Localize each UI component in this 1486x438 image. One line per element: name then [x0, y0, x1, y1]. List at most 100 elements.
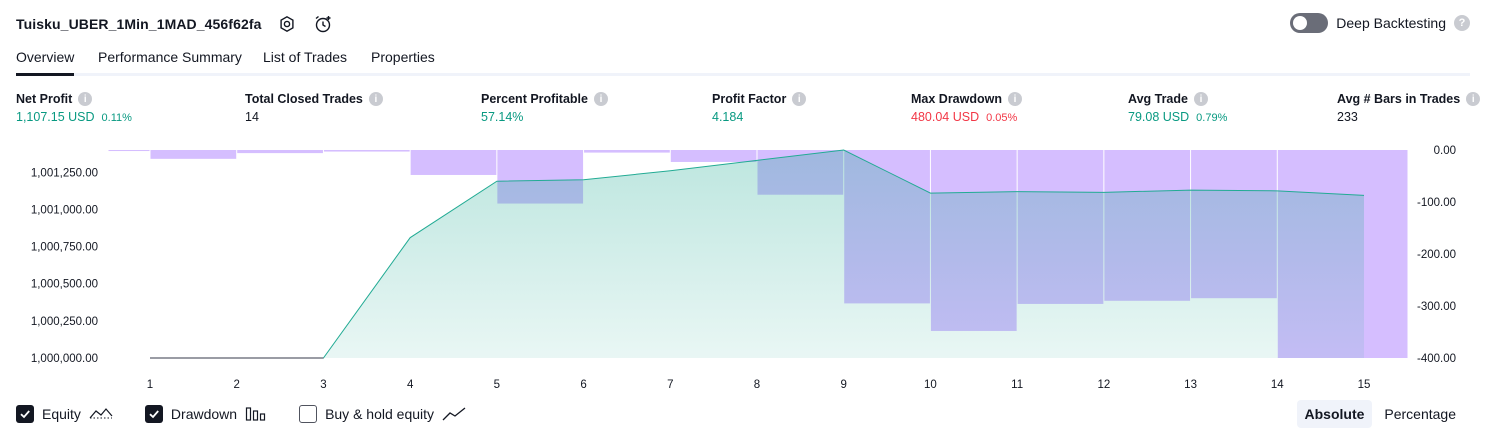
x-axis-tick-label: 13: [1184, 379, 1197, 391]
left-axis-tick-label: 1,000,500.00: [31, 279, 98, 291]
buy-hold-checkbox[interactable]: [299, 405, 318, 423]
x-axis-tick-label: 5: [494, 379, 500, 391]
equity-checkbox[interactable]: [16, 405, 34, 423]
x-axis-tick-label: 8: [754, 379, 760, 391]
equity-drawdown-chart[interactable]: 1,000,000.00 1,000,250.00 1,000,500.00 1,00…: [0, 140, 1486, 398]
stat-label: Profit Factor: [712, 92, 787, 106]
tab-overview[interactable]: Overview: [16, 49, 75, 76]
stat-value: 14: [245, 110, 259, 124]
equity-series: [150, 149, 1365, 359]
drawdown-bar: [670, 150, 757, 162]
stat-value: 79.08 USD: [1128, 110, 1190, 124]
equity-line-icon: [89, 408, 113, 419]
stat-value: 57.14%: [481, 110, 524, 124]
x-axis-tick-label: 12: [1097, 379, 1110, 391]
x-axis-tick-label: 2: [234, 379, 240, 391]
x-axis-tick-label: 6: [580, 379, 586, 391]
legend-buy-hold[interactable]: Buy & hold equity: [299, 405, 466, 423]
absolute-button[interactable]: Absolute: [1296, 400, 1373, 428]
stat-percent: 0.11%: [101, 112, 132, 124]
x-axis-tick-label: 10: [924, 379, 937, 391]
gear-icon[interactable]: [276, 13, 298, 35]
drawdown-bars-icon: [245, 407, 266, 421]
stat-value: 233: [1337, 110, 1358, 124]
drawdown-bar: [410, 150, 497, 175]
left-axis-tick-label: 1,000,750.00: [31, 242, 98, 254]
x-axis-tick-label: 1: [147, 379, 153, 391]
left-axis-tick-label: 1,000,000.00: [31, 353, 98, 365]
info-icon[interactable]: i: [1193, 92, 1208, 106]
info-icon[interactable]: i: [1008, 92, 1022, 106]
stat-net-profit: Net Profit i 1,107.15 USD 0.11%: [16, 92, 132, 124]
toggle-knob: [1293, 16, 1308, 30]
stat-label: Avg Trade: [1128, 92, 1188, 106]
drawdown-checkbox[interactable]: [144, 405, 163, 423]
info-icon[interactable]: i: [593, 92, 608, 106]
stat-label: Avg # Bars in Trades: [1337, 92, 1461, 106]
stat-percent: 0.79%: [1196, 112, 1228, 124]
strategy-name: Tuisku_UBER_1Min_1MAD_456f62fa: [16, 16, 262, 32]
deep-backtesting-label: Deep Backtesting: [1336, 15, 1446, 31]
equity-area: [150, 150, 1364, 358]
value-mode-toggle: Absolute Percentage: [1296, 400, 1465, 428]
stat-percent-profitable: Percent Profitable i 57.14%: [481, 92, 608, 124]
question-icon[interactable]: ?: [1454, 15, 1470, 31]
stat-value: 1,107.15 USD: [16, 110, 95, 124]
stat-label: Max Drawdown: [911, 92, 1002, 106]
tab-bar: Overview Performance Summary List of Tra…: [16, 46, 1470, 76]
legend-drawdown[interactable]: Drawdown: [144, 405, 267, 423]
right-axis-tick-label: -300.00: [1417, 301, 1456, 313]
percentage-button[interactable]: Percentage: [1384, 406, 1456, 422]
left-axis-tick-label: 1,001,000.00: [31, 204, 98, 216]
legend-label: Buy & hold equity: [325, 406, 435, 422]
info-icon[interactable]: i: [1466, 92, 1481, 106]
left-axis-tick-label: 1,000,250.00: [31, 316, 98, 328]
legend-label: Equity: [42, 406, 81, 422]
info-icon[interactable]: i: [78, 92, 93, 106]
stat-avg-bars-in-trades: Avg # Bars in Trades i 233: [1337, 92, 1481, 124]
right-axis-tick-label: -200.00: [1417, 249, 1456, 261]
x-axis-tick-label: 3: [320, 379, 326, 391]
info-icon[interactable]: i: [792, 92, 807, 106]
stat-profit-factor: Profit Factor i 4.184: [712, 92, 807, 124]
legend-equity[interactable]: Equity: [16, 405, 113, 423]
stat-percent: 0.05%: [986, 112, 1018, 124]
drawdown-bar: [237, 150, 323, 154]
drawdown-bar: [108, 150, 150, 152]
stat-label: Net Profit: [16, 92, 73, 106]
check-icon: [149, 410, 159, 419]
stat-total-closed-trades: Total Closed Trades i 14: [245, 92, 383, 124]
x-axis-tick-label: 9: [841, 379, 847, 391]
tab-list-of-trades[interactable]: List of Trades: [263, 49, 348, 65]
deep-backtesting-control: Deep Backtesting ?: [1290, 13, 1470, 33]
right-axis-tick-label: 0.00: [1434, 145, 1456, 157]
tab-properties[interactable]: Properties: [371, 49, 435, 65]
buy-hold-line-icon: [442, 407, 466, 421]
x-axis: 1 2 3 4 5 6 7 8 9 10 11 12 13 14 15: [147, 379, 1371, 391]
left-axis-tick-label: 1,001,250.00: [31, 167, 98, 179]
stat-value: 480.04 USD: [911, 110, 980, 124]
right-axis-tick-label: -400.00: [1417, 353, 1456, 365]
x-axis-tick-label: 14: [1271, 379, 1284, 391]
overview-stats: Net Profit i 1,107.15 USD 0.11% Total Clos…: [0, 92, 1486, 132]
stat-label: Percent Profitable: [481, 92, 588, 106]
info-icon[interactable]: i: [368, 92, 383, 106]
drawdown-bar: [150, 150, 237, 159]
equity-line: [150, 149, 1365, 359]
stat-max-drawdown: Max Drawdown i 480.04 USD 0.05%: [911, 92, 1022, 124]
left-axis: 1,000,000.00 1,000,250.00 1,000,500.00 1,00…: [31, 167, 98, 365]
stat-label: Total Closed Trades: [245, 92, 363, 106]
strategy-header: Tuisku_UBER_1Min_1MAD_456f62fa: [16, 12, 334, 36]
legend-label: Drawdown: [170, 406, 238, 422]
x-axis-tick-label: 7: [667, 379, 673, 391]
tab-performance-summary[interactable]: Performance Summary: [98, 49, 242, 65]
stat-avg-trade: Avg Trade i 79.08 USD 0.79%: [1128, 92, 1227, 124]
x-axis-tick-label: 11: [1011, 379, 1023, 391]
chart-legend: Equity Drawdown Buy & hold equity: [16, 403, 498, 425]
check-icon: [20, 410, 30, 419]
right-axis: 0.00 -100.00 -200.00 -300.00 -400.00: [1417, 145, 1456, 365]
deep-backtesting-toggle[interactable]: [1290, 13, 1329, 33]
drawdown-bar: [323, 150, 410, 152]
x-axis-tick-label: 15: [1358, 379, 1371, 391]
alarm-clock-add-icon[interactable]: [312, 13, 334, 35]
